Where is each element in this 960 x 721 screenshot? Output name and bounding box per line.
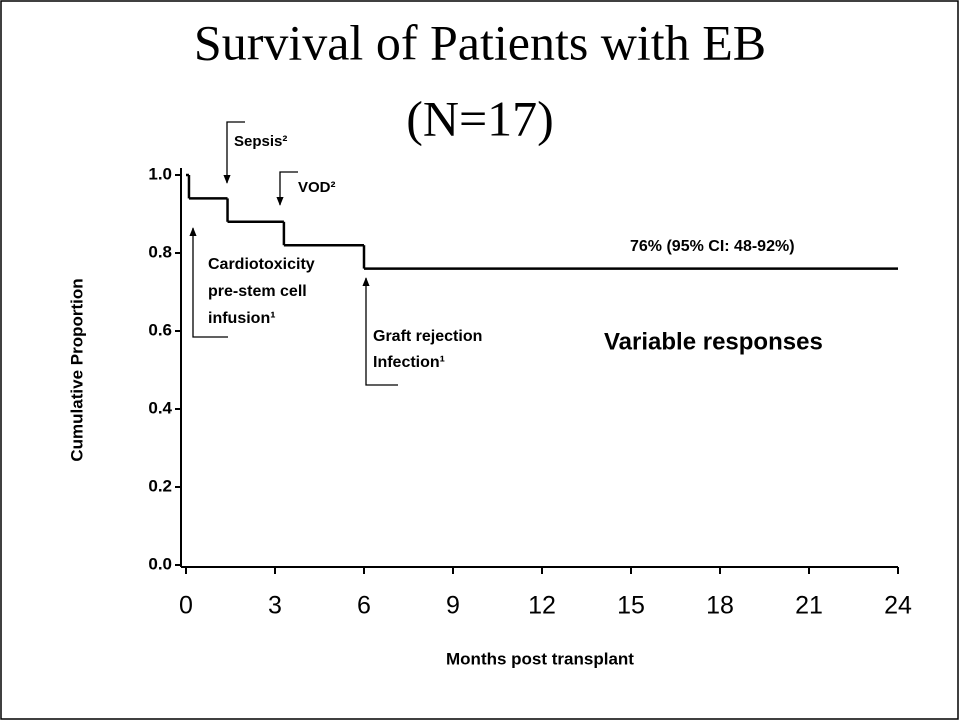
y-tick-label: 1.0 <box>148 164 172 183</box>
x-tick-label: 12 <box>528 592 556 620</box>
x-tick-label: 21 <box>795 592 823 620</box>
x-tick-label: 0 <box>179 592 193 620</box>
x-tick-label: 24 <box>884 592 912 620</box>
chart-title: Survival of Patients with EB <box>194 14 766 70</box>
annotation: Infection¹ <box>373 354 445 371</box>
x-axis-label: Months post transplant <box>446 649 634 668</box>
annotation-arrow <box>276 171 298 206</box>
annotation: pre-stem cell <box>208 283 307 300</box>
x-tick-label: 9 <box>446 592 460 620</box>
annotation-arrow <box>189 227 228 338</box>
y-tick-label: 0.4 <box>148 398 172 417</box>
annotation: Cardiotoxicity <box>208 256 315 273</box>
annotation: VOD² <box>298 179 336 196</box>
y-tick-label: 0.6 <box>148 320 172 339</box>
x-tick-label: 3 <box>268 592 282 620</box>
y-axis-label: Cumulative Proportion <box>67 278 86 461</box>
chart-subtitle: (N=17) <box>406 90 554 146</box>
annotation-arrow <box>362 277 398 386</box>
x-tick-label: 18 <box>706 592 734 620</box>
x-tick-label: 15 <box>617 592 645 620</box>
annotation: Variable responses <box>604 328 823 355</box>
annotation: Sepsis² <box>234 133 287 150</box>
y-tick-label: 0.2 <box>148 476 172 495</box>
annotation: 76% (95% CI: 48-92%) <box>630 238 795 255</box>
y-tick-label: 0.8 <box>148 242 172 261</box>
annotation: infusion¹ <box>208 310 276 327</box>
y-tick-label: 0.0 <box>148 554 172 573</box>
annotation: Graft rejection <box>373 328 482 345</box>
x-tick-label: 6 <box>357 592 371 620</box>
annotation-arrow <box>223 121 245 184</box>
